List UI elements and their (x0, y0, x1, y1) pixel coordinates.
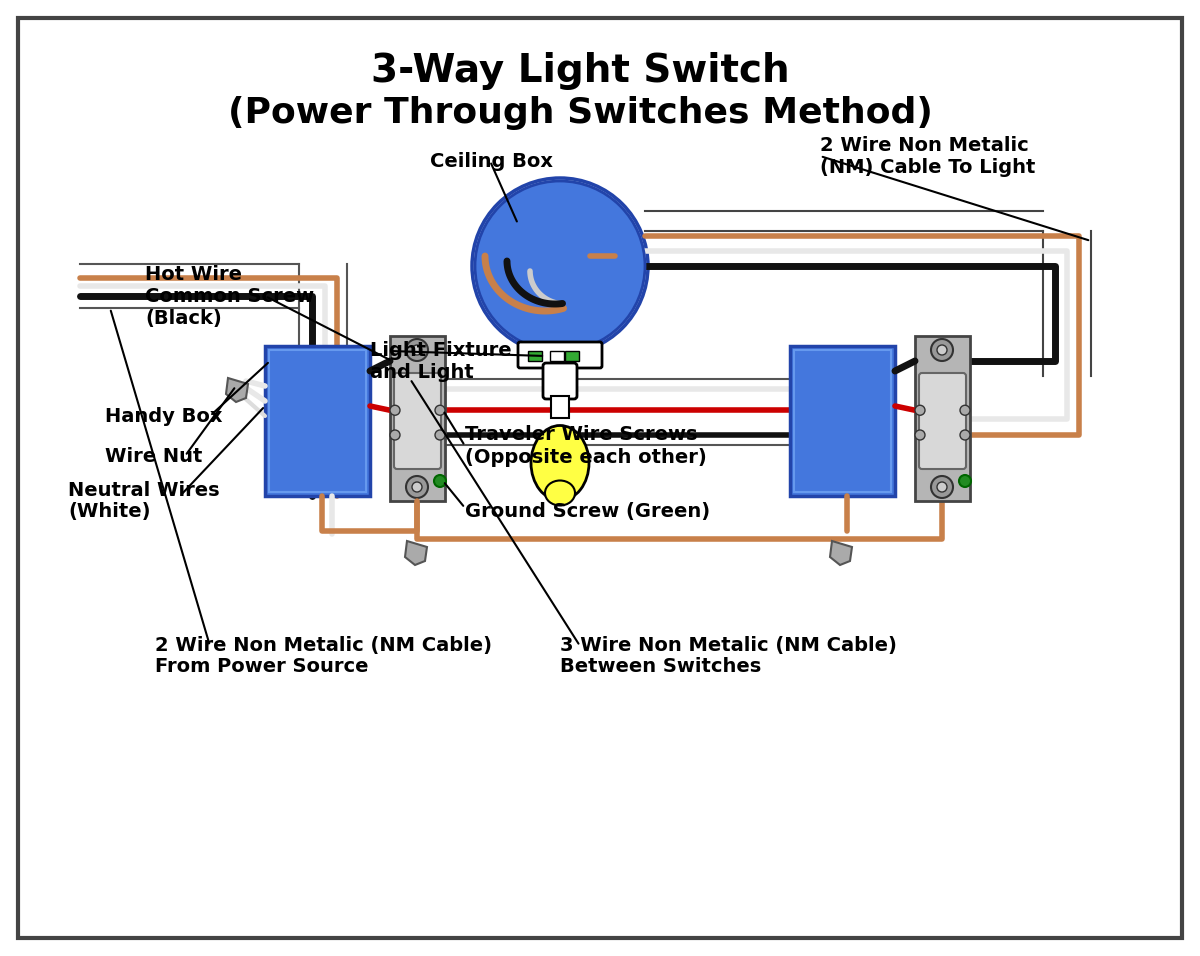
Text: 3 Wire Non Metalic (NM Cable)
Between Switches: 3 Wire Non Metalic (NM Cable) Between Sw… (560, 636, 896, 677)
Text: Ground Screw (Green): Ground Screw (Green) (466, 502, 710, 520)
Text: Wire Nut: Wire Nut (106, 446, 203, 466)
Circle shape (960, 430, 970, 440)
Circle shape (406, 476, 428, 498)
Text: Light Fixture
and Light: Light Fixture and Light (370, 340, 511, 381)
Ellipse shape (545, 481, 575, 506)
Text: Neutral Wires
(White): Neutral Wires (White) (68, 481, 220, 522)
Circle shape (436, 405, 445, 415)
Text: Traveler Wire Screws
(Opposite each other): Traveler Wire Screws (Opposite each othe… (466, 425, 707, 467)
Bar (265, 346, 370, 496)
Text: 2 Wire Non Metalic (NM Cable)
From Power Source: 2 Wire Non Metalic (NM Cable) From Power… (155, 636, 492, 677)
Circle shape (472, 178, 648, 354)
Circle shape (390, 430, 400, 440)
Bar (390, 336, 445, 501)
Circle shape (406, 339, 428, 361)
Circle shape (412, 345, 422, 355)
Polygon shape (830, 541, 852, 565)
FancyBboxPatch shape (542, 363, 577, 399)
Polygon shape (406, 541, 427, 565)
Bar (551, 396, 569, 418)
Circle shape (412, 482, 422, 492)
Circle shape (931, 339, 953, 361)
Text: Ceiling Box: Ceiling Box (430, 151, 553, 170)
Circle shape (937, 345, 947, 355)
Polygon shape (226, 378, 248, 402)
Circle shape (960, 405, 970, 415)
Bar (565, 351, 580, 361)
Bar (269, 350, 366, 492)
Bar (794, 350, 890, 492)
FancyBboxPatch shape (919, 373, 966, 469)
Text: (Power Through Switches Method): (Power Through Switches Method) (228, 96, 932, 130)
Circle shape (916, 405, 925, 415)
Text: 3-Way Light Switch: 3-Way Light Switch (371, 52, 790, 90)
Bar (528, 351, 542, 361)
FancyBboxPatch shape (394, 373, 442, 469)
Circle shape (959, 475, 971, 487)
Circle shape (436, 430, 445, 440)
Circle shape (916, 430, 925, 440)
FancyBboxPatch shape (518, 342, 602, 368)
Bar (790, 346, 895, 496)
Text: Handy Box: Handy Box (106, 406, 222, 425)
Bar (916, 336, 970, 501)
Bar (550, 351, 564, 361)
Circle shape (434, 475, 446, 487)
Circle shape (931, 476, 953, 498)
Circle shape (937, 482, 947, 492)
Circle shape (475, 181, 646, 351)
Ellipse shape (530, 425, 589, 501)
Text: 2 Wire Non Metalic
(NM) Cable To Light: 2 Wire Non Metalic (NM) Cable To Light (820, 136, 1036, 177)
Circle shape (390, 405, 400, 415)
Text: Hot Wire
Common Screw
(Black): Hot Wire Common Screw (Black) (145, 265, 314, 328)
